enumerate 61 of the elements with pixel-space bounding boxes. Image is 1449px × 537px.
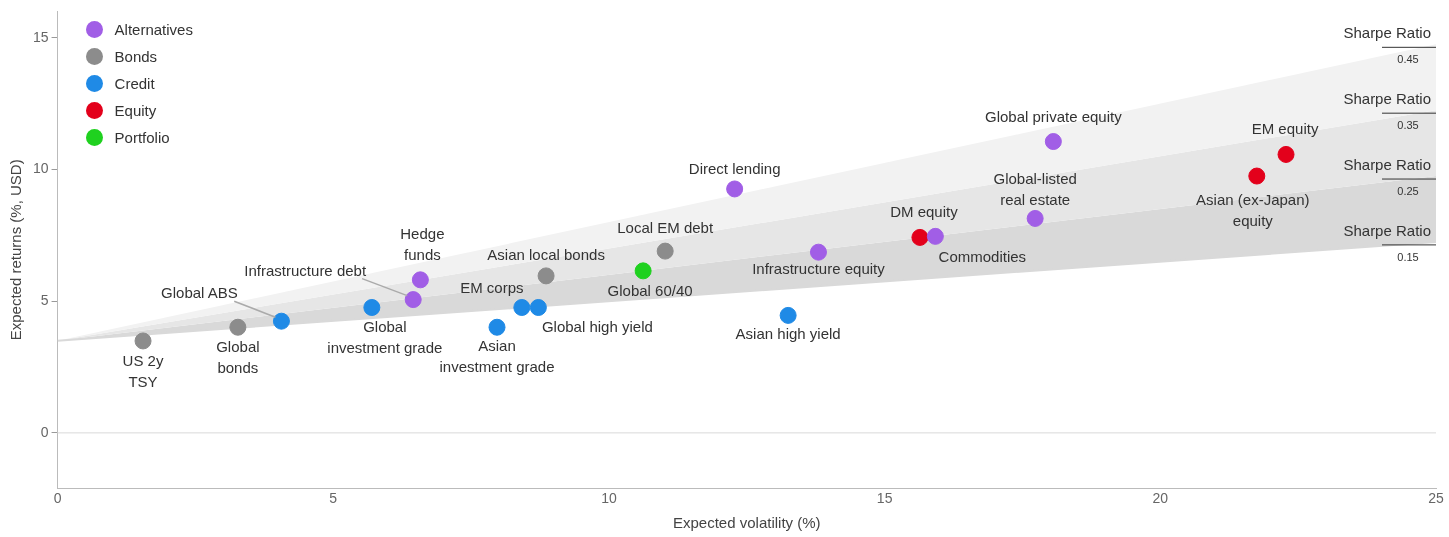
point xyxy=(634,262,652,280)
point xyxy=(411,271,429,289)
point xyxy=(1277,145,1295,163)
annotation: US 2y TSY xyxy=(122,352,164,391)
x-tick-label: 25 xyxy=(1428,490,1444,507)
annotation: Asian local bonds xyxy=(487,246,605,264)
point xyxy=(488,318,506,336)
annotation: Sharpe Ratio 0.35 xyxy=(1343,90,1431,132)
legend-label: Portfolio xyxy=(114,129,170,147)
annotation: Sharpe Ratio 0.25 xyxy=(1343,156,1431,198)
annotation: Sharpe Ratio 0.15 xyxy=(1343,222,1431,263)
point xyxy=(911,228,929,246)
annotation: Global high yield xyxy=(541,317,653,335)
y-tick-label: 0 xyxy=(40,423,49,440)
point xyxy=(809,243,827,261)
point xyxy=(363,298,381,316)
y-tick-label: 5 xyxy=(40,292,49,309)
x-tick-label: 0 xyxy=(53,490,62,507)
point xyxy=(656,242,674,260)
annotation: Local EM debt xyxy=(617,219,714,237)
annotation: Global bonds xyxy=(216,338,260,377)
point xyxy=(229,318,247,336)
legend-label: Credit xyxy=(114,75,155,93)
x-axis-title: Expected volatility (%) xyxy=(673,514,821,532)
x-tick-label: 20 xyxy=(1152,490,1169,507)
annotation: Sharpe Ratio 0.45 xyxy=(1343,24,1431,66)
point xyxy=(779,306,797,324)
point xyxy=(926,227,944,245)
point xyxy=(134,332,152,350)
annotation: Infrastructure debt xyxy=(244,261,367,279)
x-tick-label: 10 xyxy=(601,490,617,507)
annotation: Global 60/40 xyxy=(607,282,693,300)
legend-label: Alternatives xyxy=(114,21,193,39)
annotation: Global private equity xyxy=(984,107,1123,125)
annotation: Infrastructure equity xyxy=(752,260,886,278)
annotation: EM corps xyxy=(460,278,524,296)
point xyxy=(404,291,422,309)
point xyxy=(537,267,555,285)
annotation: Commodities xyxy=(938,247,1027,265)
point xyxy=(726,180,744,198)
x-tick-label: 5 xyxy=(329,490,338,507)
annotation: EM equity xyxy=(1251,119,1319,137)
y-axis-title: Expected returns (%, USD) xyxy=(7,159,25,341)
point xyxy=(1044,133,1062,151)
annotation: Hedge funds xyxy=(400,224,445,263)
point xyxy=(272,312,290,330)
x-tick-label: 15 xyxy=(876,490,893,507)
annotation: Asian (ex-Japan) equity xyxy=(1196,191,1310,230)
annotation: Global ABS xyxy=(161,284,238,302)
legend-label: Equity xyxy=(114,102,157,120)
y-tick-label: 10 xyxy=(32,160,49,177)
annotation: Direct lending xyxy=(688,160,781,178)
legend-label: Bonds xyxy=(114,48,158,66)
annotation: DM equity xyxy=(890,202,959,220)
annotation: Asian high yield xyxy=(735,324,841,342)
point xyxy=(529,298,547,316)
point xyxy=(1248,167,1266,185)
y-tick-label: 15 xyxy=(32,28,49,45)
annotation: Global-listed real estate xyxy=(993,169,1077,208)
point xyxy=(1026,209,1044,227)
point xyxy=(513,298,531,316)
